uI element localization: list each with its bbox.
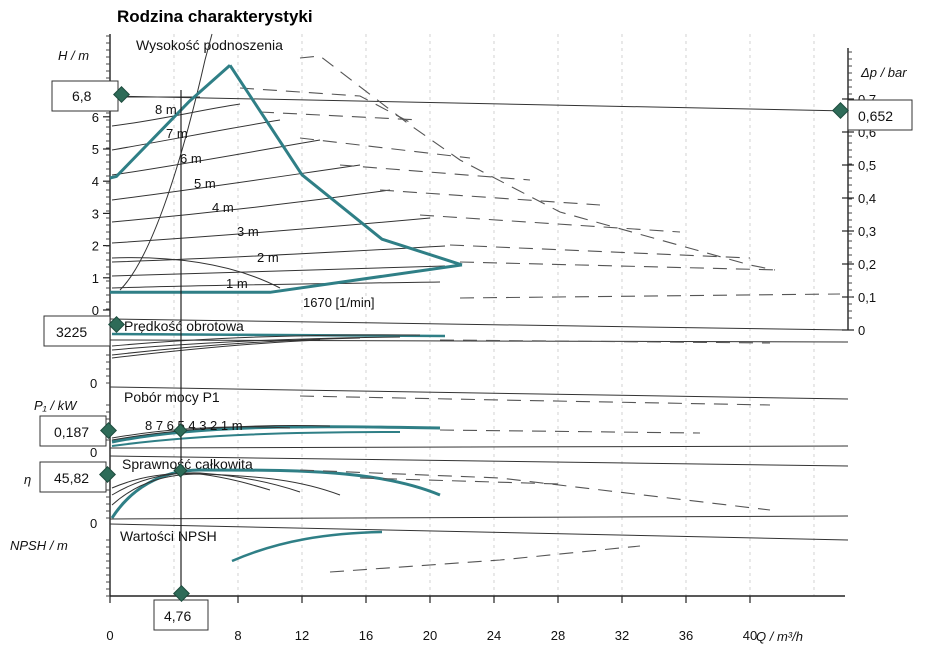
- panel-separator: [109, 339, 849, 343]
- panel-separator: [109, 445, 849, 449]
- y2-tick-label: 0,2: [858, 257, 876, 272]
- y2-tick-label: 0,5: [858, 158, 876, 173]
- readout-speed: 3225: [43, 315, 111, 347]
- panel-separator: [109, 523, 849, 541]
- y-tick-label: 4: [92, 174, 99, 189]
- head-envelope-series-2: [110, 263, 463, 294]
- y-axis-label-head: H / m: [58, 48, 89, 63]
- speed-curves: [111, 332, 771, 359]
- x-tick-label: 32: [615, 628, 629, 643]
- curve-label-1m: 1 m: [226, 276, 248, 291]
- x-tick-label: 36: [679, 628, 693, 643]
- efficiency-zero-tick: 0: [90, 445, 97, 460]
- head-envelope-series-0: [109, 64, 231, 180]
- head-envelope: [109, 64, 463, 294]
- operating-head-line: [109, 95, 849, 112]
- curve-label-2m: 2 m: [257, 250, 279, 265]
- panel-title-head: Wysokość podnoszenia: [136, 37, 283, 53]
- npsh-curves: [231, 530, 641, 573]
- svg-text:6,8: 6,8: [72, 88, 92, 104]
- y-axis-label-npsh: NPSH / m: [10, 538, 68, 553]
- curve-label-6m: 6 m: [180, 151, 202, 166]
- panel-separator: [109, 455, 849, 467]
- curve-label-8m: 8 m: [155, 102, 177, 117]
- power-curve-labels: 8 7 6 5 4 3 2 1 m: [145, 418, 243, 433]
- y-tick-label: 6: [92, 110, 99, 125]
- svg-text:0,187: 0,187: [54, 424, 89, 440]
- x-tick-label: 8: [234, 628, 241, 643]
- readout-flow: 4,76: [153, 599, 209, 631]
- svg-text:3225: 3225: [56, 324, 87, 340]
- head-dashed-lines: [239, 55, 841, 299]
- x-tick-label: 0: [106, 628, 113, 643]
- y-tick-label: 0: [92, 303, 99, 318]
- readout-pressure: 0,652: [847, 99, 913, 131]
- curve-label-7m: 7 m: [166, 126, 188, 141]
- panel-title-efficiency: Sprawność całkowita: [122, 456, 253, 472]
- svg-text:4,76: 4,76: [164, 608, 191, 624]
- panel-separator: [109, 515, 849, 520]
- curve-label-4m: 4 m: [212, 200, 234, 215]
- x-tick-label: 40: [743, 628, 757, 643]
- head-contour-lines: [111, 33, 446, 291]
- x-tick-label: 12: [295, 628, 309, 643]
- y-axis-label-power: P₁ / kW: [34, 398, 78, 413]
- operating-markers: [99, 86, 849, 602]
- svg-text:0,652: 0,652: [858, 108, 893, 124]
- y2-ticks: 00,10,20,30,40,50,60,7: [842, 92, 876, 338]
- y-tick-label: 3: [92, 206, 99, 221]
- x-tick-label: 20: [423, 628, 437, 643]
- power-curves: [111, 395, 771, 447]
- y-tick-label: 1: [92, 271, 99, 286]
- npsh-zero-tick: 0: [90, 516, 97, 531]
- y-tick-label: 2: [92, 239, 99, 254]
- y2-tick-label: 0,1: [858, 290, 876, 305]
- curve-label-5m: 5 m: [194, 176, 216, 191]
- speed-curve-label: 1670 [1/min]: [303, 295, 375, 310]
- x-axis-label: Q / m³/h: [756, 629, 803, 644]
- x-ticks: 0 8 12 16 20 24 28 32 36 40: [106, 596, 757, 643]
- svg-text:45,82: 45,82: [54, 470, 89, 486]
- efficiency-curves: [110, 468, 771, 519]
- power-zero-tick: 0: [90, 376, 97, 391]
- readout-head: 6,8: [51, 80, 119, 112]
- x-tick-label: 16: [359, 628, 373, 643]
- panel-separator: [109, 318, 849, 331]
- curve-label-3m: 3 m: [237, 224, 259, 239]
- readout-power: 0,187: [39, 415, 107, 447]
- y2-tick-label: 0: [858, 323, 865, 338]
- y-tick-label: 5: [92, 142, 99, 157]
- chart-title: Rodzina charakterystyki: [117, 7, 313, 26]
- y2-tick-label: 0,4: [858, 191, 876, 206]
- y-axis-label-efficiency: η: [24, 472, 31, 487]
- y2-tick-label: 0,3: [858, 224, 876, 239]
- vertical-grid: [173, 34, 815, 596]
- head-envelope-series-1: [228, 64, 463, 267]
- panel-title-power: Pobór mocy P1: [124, 389, 220, 405]
- minor-ticks: [106, 35, 852, 597]
- panel-title-speed: Prędkość obrotowa: [124, 318, 244, 334]
- x-tick-label: 28: [551, 628, 565, 643]
- panel-separator: [109, 386, 849, 400]
- panel-title-npsh: Wartości NPSH: [120, 528, 217, 544]
- x-tick-label: 24: [487, 628, 501, 643]
- readout-efficiency: 45,82: [39, 461, 107, 493]
- y2-axis-label: Δp / bar: [860, 65, 907, 80]
